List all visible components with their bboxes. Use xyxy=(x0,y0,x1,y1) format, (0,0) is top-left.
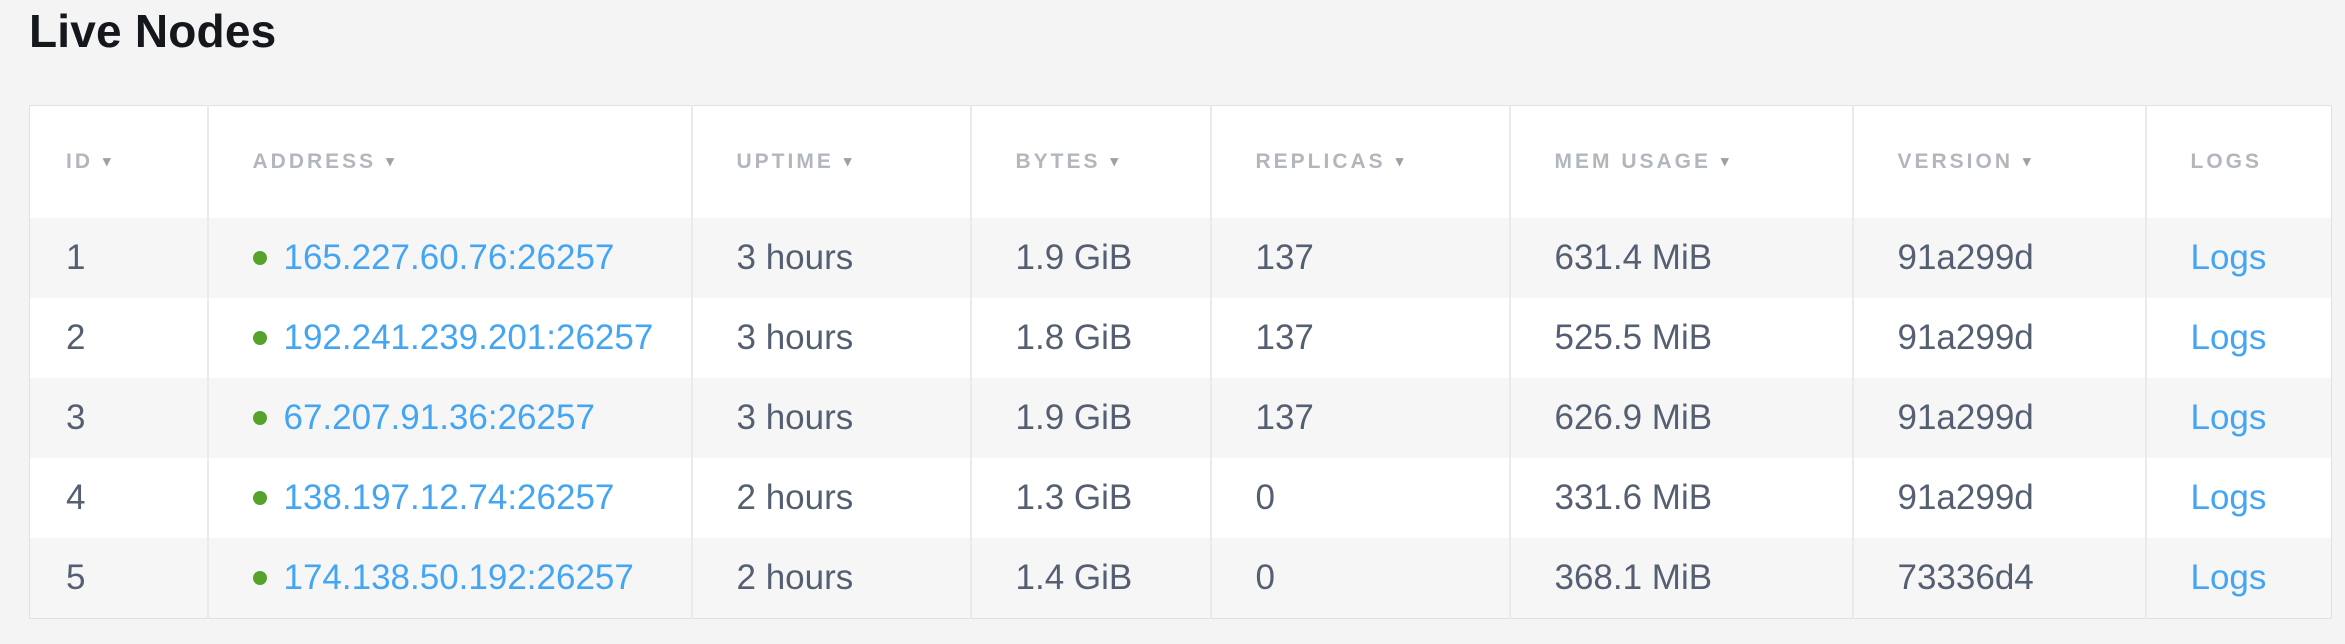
sort-arrow-icon: ▾ xyxy=(1110,153,1119,170)
replicas-cell: 0 xyxy=(1209,458,1510,538)
column-header-bytes[interactable]: BYTES ▾ xyxy=(969,105,1211,218)
table-row: 2 192.241.239.201:26257 3 hours 1.8 GiB … xyxy=(29,298,2332,378)
column-header-label: MEM USAGE xyxy=(1554,150,1712,173)
column-header-label: ADDRESS xyxy=(252,150,377,173)
live-status-dot-icon xyxy=(252,251,267,265)
logs-link[interactable]: Logs xyxy=(2190,398,2267,437)
column-header-version[interactable]: VERSION ▾ xyxy=(1851,105,2146,218)
column-header-id[interactable]: ID ▾ xyxy=(29,105,208,218)
column-header-label: BYTES xyxy=(1015,150,1101,173)
node-address-cell: 138.197.12.74:26257 xyxy=(206,458,692,538)
bytes-cell: 1.9 GiB xyxy=(969,378,1211,458)
logs-link[interactable]: Logs xyxy=(2190,558,2267,597)
node-id-cell: 4 xyxy=(66,478,86,517)
logs-link[interactable]: Logs xyxy=(2190,478,2267,517)
logs-link[interactable]: Logs xyxy=(2190,318,2267,357)
replicas-cell: 137 xyxy=(1209,218,1510,298)
replicas-cell: 137 xyxy=(1209,298,1510,378)
table-header: ID ▾ ADDRESS ▾ UPTIME ▾ BYTES ▾ REPLICAS ▾ ME… xyxy=(29,105,2332,218)
replicas-cell: 137 xyxy=(1209,378,1510,458)
version-cell: 91a299d xyxy=(1851,378,2146,458)
table-row: 4 138.197.12.74:26257 2 hours 1.3 GiB 0 … xyxy=(29,458,2332,538)
logs-cell: Logs xyxy=(2144,538,2332,619)
column-header-label: LOGS xyxy=(2190,150,2263,173)
column-header-uptime[interactable]: UPTIME ▾ xyxy=(690,105,971,218)
address-link[interactable]: 67.207.91.36:26257 xyxy=(283,398,595,437)
logs-cell: Logs xyxy=(2144,378,2332,458)
node-id-cell: 1 xyxy=(66,238,86,277)
uptime-cell: 3 hours xyxy=(690,218,971,298)
bytes-cell: 1.9 GiB xyxy=(969,218,1211,298)
version-cell: 91a299d xyxy=(1851,298,2146,378)
column-header-label: REPLICAS xyxy=(1255,150,1386,173)
version-cell: 73336d4 xyxy=(1851,538,2146,619)
bytes-cell: 1.8 GiB xyxy=(969,298,1211,378)
sort-arrow-icon: ▾ xyxy=(1721,153,1729,170)
live-status-dot-icon xyxy=(252,331,267,345)
node-id-cell: 3 xyxy=(66,398,86,437)
uptime-cell: 3 hours xyxy=(690,298,971,378)
mem-usage-cell: 631.4 MiB xyxy=(1508,218,1853,298)
replicas-cell: 0 xyxy=(1209,538,1510,619)
mem-usage-cell: 525.5 MiB xyxy=(1508,298,1853,378)
node-id-cell: 5 xyxy=(66,558,86,597)
sort-arrow-icon: ▾ xyxy=(843,153,852,170)
mem-usage-cell: 368.1 MiB xyxy=(1508,538,1853,619)
sort-arrow-icon: ▾ xyxy=(103,153,111,170)
live-status-dot-icon xyxy=(252,491,267,505)
node-address-cell: 165.227.60.76:26257 xyxy=(206,218,692,298)
uptime-cell: 3 hours xyxy=(690,378,971,458)
live-status-dot-icon xyxy=(252,411,267,425)
logs-cell: Logs xyxy=(2144,458,2332,538)
address-link[interactable]: 165.227.60.76:26257 xyxy=(283,238,615,277)
logs-link[interactable]: Logs xyxy=(2190,238,2267,277)
table-body: 1 165.227.60.76:26257 3 hours 1.9 GiB 13… xyxy=(29,218,2332,619)
live-status-dot-icon xyxy=(252,571,267,585)
live-nodes-table: ID ▾ ADDRESS ▾ UPTIME ▾ BYTES ▾ REPLICAS ▾ ME… xyxy=(29,105,2332,619)
uptime-cell: 2 hours xyxy=(690,458,971,538)
bytes-cell: 1.3 GiB xyxy=(969,458,1211,538)
column-header-address[interactable]: ADDRESS ▾ xyxy=(206,105,692,218)
table-header-row: ID ▾ ADDRESS ▾ UPTIME ▾ BYTES ▾ REPLICAS ▾ ME… xyxy=(29,105,2332,218)
logs-cell: Logs xyxy=(2144,218,2332,298)
node-id-cell: 2 xyxy=(66,318,86,357)
column-header-label: UPTIME xyxy=(736,150,834,173)
address-link[interactable]: 192.241.239.201:26257 xyxy=(283,318,654,357)
sort-arrow-icon: ▾ xyxy=(1395,153,1404,170)
column-header-mem-usage[interactable]: MEM USAGE ▾ xyxy=(1508,105,1853,218)
table-row: 3 67.207.91.36:26257 3 hours 1.9 GiB 137… xyxy=(29,378,2332,458)
node-address-cell: 67.207.91.36:26257 xyxy=(206,378,692,458)
mem-usage-cell: 626.9 MiB xyxy=(1508,378,1853,458)
column-header-label: VERSION xyxy=(1897,150,2014,173)
address-link[interactable]: 174.138.50.192:26257 xyxy=(283,558,634,597)
table-row: 1 165.227.60.76:26257 3 hours 1.9 GiB 13… xyxy=(29,218,2332,298)
node-address-cell: 174.138.50.192:26257 xyxy=(206,538,692,619)
version-cell: 91a299d xyxy=(1851,218,2146,298)
table-row: 5 174.138.50.192:26257 2 hours 1.4 GiB 0… xyxy=(29,538,2332,619)
bytes-cell: 1.4 GiB xyxy=(969,538,1211,619)
uptime-cell: 2 hours xyxy=(690,538,971,619)
column-header-logs: LOGS xyxy=(2144,105,2332,218)
address-link[interactable]: 138.197.12.74:26257 xyxy=(283,478,615,517)
version-cell: 91a299d xyxy=(1851,458,2146,538)
column-header-label: ID xyxy=(66,150,93,173)
sort-arrow-icon: ▾ xyxy=(386,153,394,170)
node-address-cell: 192.241.239.201:26257 xyxy=(206,298,692,378)
mem-usage-cell: 331.6 MiB xyxy=(1508,458,1853,538)
logs-cell: Logs xyxy=(2144,298,2332,378)
column-header-replicas[interactable]: REPLICAS ▾ xyxy=(1209,105,1510,218)
page-title: Live Nodes xyxy=(29,5,277,57)
sort-arrow-icon: ▾ xyxy=(2023,153,2031,170)
